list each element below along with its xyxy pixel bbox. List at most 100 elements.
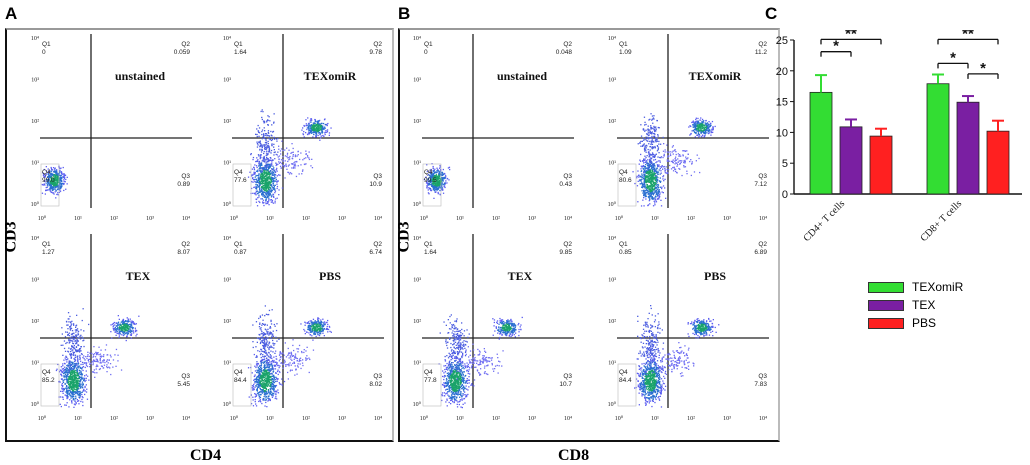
event-dot [95,361,96,362]
event-dot [75,335,76,336]
event-dot [72,349,73,350]
event-dot [106,371,107,372]
event-dot [262,198,263,199]
event-dot [317,129,318,130]
event-dot [255,370,256,371]
event-dot [266,358,267,359]
event-dot [310,332,311,333]
event-dot [266,378,267,379]
event-dot [66,376,67,377]
event-dot [655,159,656,160]
event-dot [285,342,286,343]
event-dot [259,127,260,128]
event-dot [68,339,69,340]
event-dot [315,331,316,332]
event-dot [646,160,647,161]
event-dot [288,352,289,353]
event-dot [444,177,445,178]
event-dot [276,168,277,169]
event-dot [130,319,131,320]
event-dot [101,365,102,366]
event-dot [272,187,273,188]
event-dot [265,160,266,161]
event-dot [286,169,287,170]
event-dot [256,191,257,192]
event-dot [255,403,256,404]
event-dot [273,377,274,378]
event-dot [265,329,266,330]
event-dot [285,165,286,166]
event-dot [121,331,122,332]
event-dot [264,146,265,147]
event-dot [299,159,300,160]
event-dot [264,137,265,138]
q2-label-value: 9.78 [369,49,382,56]
event-dot [270,354,271,355]
event-dot [265,396,266,397]
event-dot [259,162,260,163]
event-dot [264,405,265,406]
event-dot [275,198,276,199]
event-dot [277,138,278,139]
event-dot [261,188,262,189]
event-dot [83,346,84,347]
event-dot [56,182,57,183]
event-dot [276,165,277,166]
event-dot [257,389,258,390]
event-dot [270,326,271,327]
event-dot [268,132,269,133]
event-dot [63,382,64,383]
event-dot [84,379,85,380]
y-tick-label: 10³ [413,78,421,84]
event-dot [261,362,262,363]
event-dot [68,390,69,391]
event-dot [61,181,62,182]
event-dot [274,382,275,383]
event-dot [127,333,128,334]
event-dot [270,320,271,321]
event-dot [288,365,289,366]
event-dot [84,358,85,359]
event-dot [57,192,58,193]
event-dot [260,157,261,158]
event-dot [275,396,276,397]
event-dot [262,169,263,170]
event-dot [92,371,93,372]
event-dot [268,314,269,315]
event-dot [279,383,280,384]
event-dot [265,336,266,337]
event-dot [279,360,280,361]
event-dot [259,371,260,372]
event-dot [296,348,297,349]
event-dot [135,328,136,329]
event-dot [307,156,308,157]
event-dot [273,370,274,371]
event-dot [82,357,83,358]
event-dot [60,191,61,192]
event-dot [300,152,301,153]
event-dot [271,358,272,359]
event-dot [71,388,72,389]
event-dot [267,187,268,188]
y-tick-label: 10⁰ [223,201,232,208]
event-dot [274,388,275,389]
event-dot [312,125,313,126]
event-dot [295,154,296,155]
event-dot [120,333,121,334]
event-dot [277,175,278,176]
event-dot [256,202,257,203]
event-dot [128,319,129,320]
event-dot [65,331,66,332]
event-dot [302,365,303,366]
event-dot [57,176,58,177]
event-dot [439,194,440,195]
q1-label-name: Q1 [234,41,243,48]
event-dot [271,196,272,197]
event-dot [274,137,275,138]
event-dot [56,173,57,174]
y-tick-label: 10¹ [223,361,231,367]
event-dot [267,360,268,361]
event-dot [269,193,270,194]
event-dot [320,326,321,327]
panel-a-x-title: CD4 [190,447,221,465]
